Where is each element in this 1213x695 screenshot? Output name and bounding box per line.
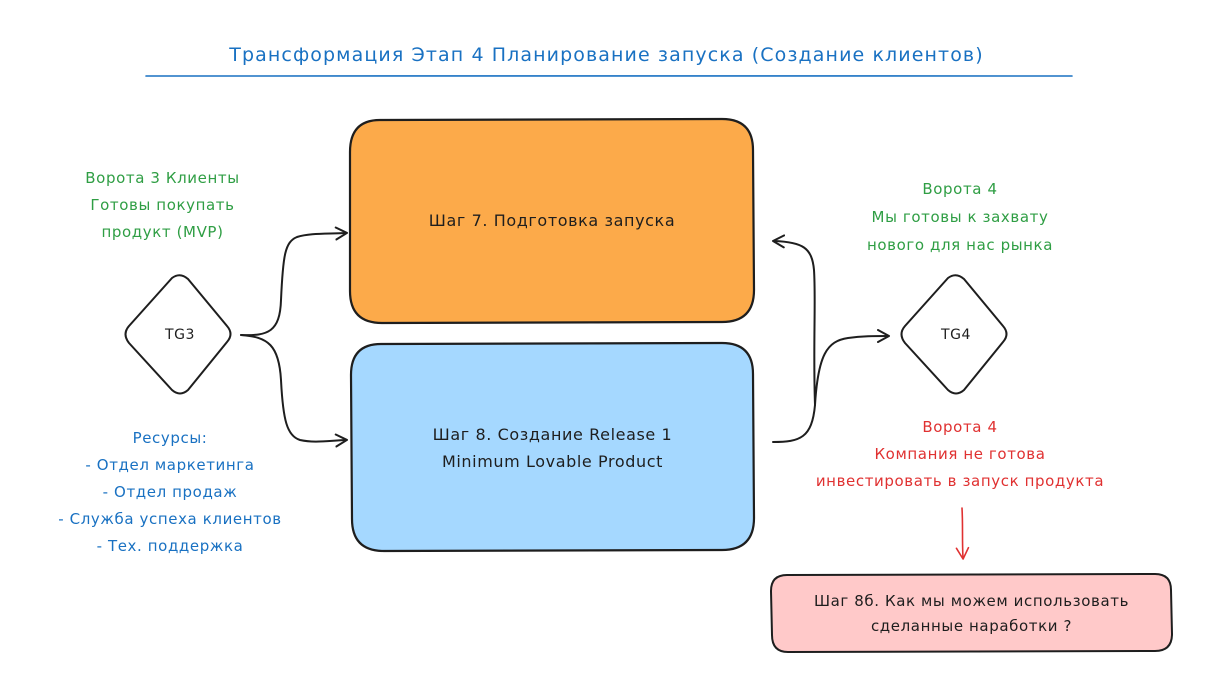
step7-box[interactable]	[348, 117, 756, 325]
step7-label: Шаг 7. Подготовка запуска	[428, 211, 676, 230]
resources-line2: - Отдел маркетинга	[85, 456, 255, 474]
step8-label-line2: Minimum Lovable Product	[441, 452, 663, 471]
step8-box[interactable]	[349, 341, 756, 553]
gate3-line2: Готовы покупать	[90, 196, 235, 214]
gate4-not-ready-line3: инвестировать в запуск продукта	[815, 472, 1105, 490]
gate4-ready-line1: Ворота 4	[922, 180, 998, 198]
arrow-step8-to-tg4	[772, 329, 890, 443]
tg4-label: TG4	[940, 327, 972, 343]
page-title: Трансформация Этап 4 Планирование запуск…	[229, 44, 984, 66]
tg4-diamond[interactable]	[900, 274, 1008, 395]
title-underline	[145, 74, 1073, 78]
resources-line5: - Тех. поддержка	[96, 537, 244, 555]
gate4-not-ready-line1: Ворота 4	[922, 418, 998, 436]
resources-line4: - Служба успеха клиентов	[58, 510, 282, 528]
step8b-label: Шаг 8б. Как мы можем использовать сделан…	[771, 589, 1172, 639]
tg3-diamond[interactable]	[124, 274, 232, 395]
gate3-annotation: Ворота 3 Клиенты Готовы покупать продукт…	[40, 165, 285, 246]
arrow-tg3-to-step8	[240, 334, 348, 448]
arrow-gate4-to-step8b	[955, 507, 970, 560]
step8-label: Шаг 8. Создание Release 1 Minimum Lovabl…	[351, 421, 754, 475]
resources-line1: Ресурсы:	[132, 429, 208, 447]
gate4-ready-line2: Мы готовы к захвату	[871, 208, 1049, 226]
gate4-ready-annotation: Ворота 4 Мы готовы к захвату нового для …	[815, 175, 1105, 259]
step8-label-line1: Шаг 8. Создание Release 1	[432, 425, 673, 444]
gate4-not-ready-line2: Компания не готова	[874, 445, 1046, 463]
arrow-tg4-to-step7	[772, 234, 816, 406]
tg3-label: TG3	[164, 327, 196, 343]
step8b-label-line2: сделанные наработки ?	[870, 617, 1073, 635]
resources-line3: - Отдел продаж	[102, 483, 238, 501]
gate4-ready-line3: нового для нас рынка	[866, 236, 1054, 254]
gate4-not-ready-annotation: Ворота 4 Компания не готова инвестироват…	[780, 414, 1140, 495]
step8b-label-line1: Шаг 8б. Как мы можем использовать	[813, 592, 1130, 610]
gate3-line1: Ворота 3 Клиенты	[85, 169, 240, 187]
gate3-line3: продукт (MVP)	[101, 223, 224, 241]
step8b-box[interactable]	[770, 573, 1173, 653]
arrow-tg3-to-step7	[240, 226, 348, 337]
resources-annotation: Ресурсы: - Отдел маркетинга - Отдел прод…	[20, 425, 320, 560]
